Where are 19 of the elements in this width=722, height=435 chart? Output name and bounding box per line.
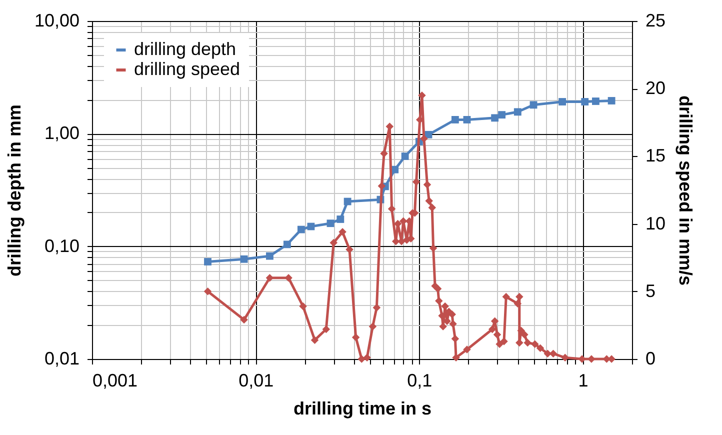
y2-tick-label: 0 — [646, 348, 656, 368]
legend-label: drilling depth — [134, 39, 236, 59]
y-axis-title: drilling depth in mm — [4, 104, 24, 276]
y2-tick-label: 5 — [646, 280, 656, 301]
x-tick-label: 0,001 — [92, 370, 138, 390]
x-axis-title: drilling time in s — [293, 398, 432, 418]
y2-tick-label: 15 — [646, 146, 666, 166]
y2-axis-title: drilling speed in mm/s — [676, 95, 696, 286]
y-tick-label: 10,00 — [34, 10, 80, 30]
y2-tick-label: 20 — [646, 78, 666, 98]
x-tick-label: 0,01 — [238, 370, 274, 390]
x-tick-label: 0,1 — [407, 370, 432, 390]
x-tick-label: 1 — [578, 370, 588, 390]
legend-label: drilling speed — [134, 59, 240, 79]
y2-tick-label: 25 — [646, 10, 666, 30]
y-tick-label: 1,00 — [44, 123, 80, 144]
y-tick-label: 0,01 — [44, 348, 80, 368]
y-tick-label: 0,10 — [44, 236, 80, 256]
y2-tick-label: 10 — [646, 213, 666, 234]
